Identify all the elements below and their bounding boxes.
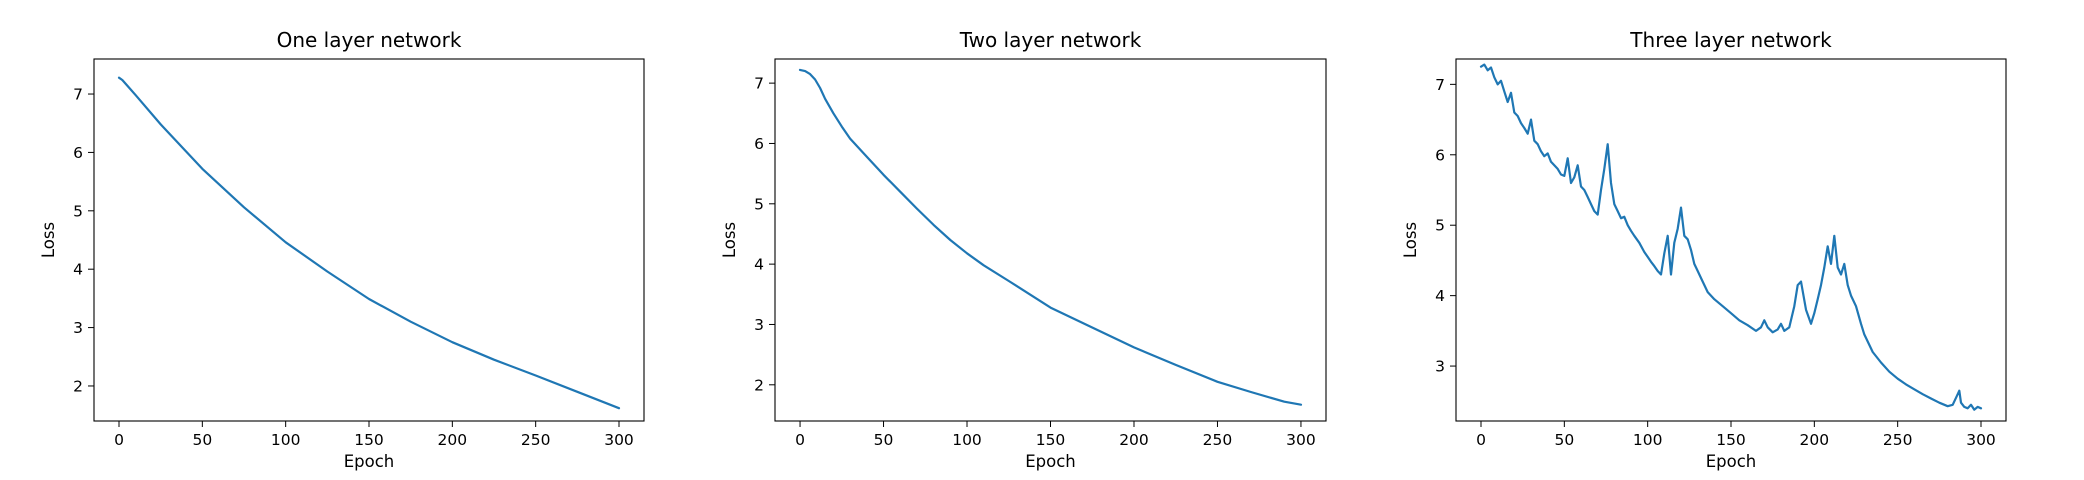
y-tick-label: 5 <box>1435 217 1445 235</box>
y-tick-label: 3 <box>73 319 83 337</box>
y-tick-label: 7 <box>1435 76 1445 94</box>
y-axis-label: Loss <box>39 222 58 258</box>
x-tick-label: 100 <box>952 431 982 449</box>
x-axis-label: Epoch <box>344 452 395 471</box>
y-tick-label: 5 <box>73 202 83 220</box>
chart-panel: One layer network 0 50 100 150 200 250 300 2 3 4 5 6… <box>39 28 645 471</box>
x-tick-label: 300 <box>1286 431 1316 449</box>
x-tick-label: 50 <box>192 431 212 449</box>
x-tick-label: 300 <box>604 431 634 449</box>
x-tick-label: 0 <box>1476 431 1486 449</box>
x-tick-label: 100 <box>271 431 301 449</box>
x-tick-label: 150 <box>1716 431 1746 449</box>
y-tick-label: 2 <box>73 377 83 395</box>
x-tick-label: 150 <box>354 431 384 449</box>
plot-frame <box>774 58 1327 422</box>
y-tick-label: 6 <box>754 135 764 153</box>
x-tick-label: 200 <box>1800 431 1830 449</box>
x-axis-label: Epoch <box>1025 452 1076 471</box>
x-tick-label: 200 <box>1119 431 1149 449</box>
chart-title: Two layer network <box>959 28 1142 52</box>
plot-frame <box>1455 58 2007 422</box>
x-tick-label: 200 <box>438 431 468 449</box>
chart-panel: Two layer network 0 50 100 150 200 250 300 2 3 4 5 6… <box>720 28 1327 471</box>
y-tick-label: 3 <box>754 316 764 334</box>
loss-series-line <box>1479 63 1983 411</box>
y-tick-label: 4 <box>1435 287 1445 305</box>
x-axis-label: Epoch <box>1706 452 1757 471</box>
y-tick-label: 5 <box>754 195 764 213</box>
y-tick-label: 4 <box>73 261 83 279</box>
y-tick-label: 4 <box>754 256 764 274</box>
plot-frame <box>93 58 645 422</box>
x-tick-label: 50 <box>1554 431 1574 449</box>
x-tick-label: 50 <box>874 431 894 449</box>
y-tick-label: 7 <box>73 86 83 104</box>
y-tick-label: 6 <box>1435 146 1445 164</box>
y-tick-label: 7 <box>754 75 764 93</box>
x-tick-label: 0 <box>114 431 124 449</box>
y-tick-label: 2 <box>754 376 764 394</box>
loss-series-line <box>117 76 621 410</box>
y-axis-label: Loss <box>720 222 739 258</box>
x-tick-label: 100 <box>1633 431 1663 449</box>
x-tick-label: 250 <box>521 431 551 449</box>
x-tick-label: 150 <box>1036 431 1066 449</box>
y-axis-label: Loss <box>1401 222 1420 258</box>
loss-series-line <box>798 68 1303 406</box>
chart-title: One layer network <box>277 28 462 52</box>
x-tick-label: 0 <box>795 431 805 449</box>
y-tick-label: 3 <box>1435 358 1445 376</box>
chart-panel: Three layer network 0 50 100 150 200 250 300 3 4 5… <box>1401 28 2007 471</box>
chart-title: Three layer network <box>1629 28 1832 52</box>
y-tick-label: 6 <box>73 144 83 162</box>
x-tick-label: 250 <box>1203 431 1233 449</box>
x-tick-label: 250 <box>1883 431 1913 449</box>
x-tick-label: 300 <box>1966 431 1996 449</box>
